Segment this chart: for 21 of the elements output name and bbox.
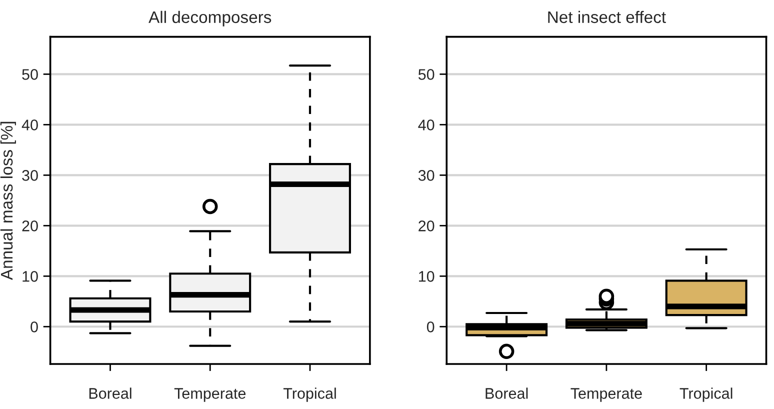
x-tick-label: Temperate	[174, 388, 246, 402]
y-tick-label: 40	[22, 120, 38, 130]
y-tick-label: 30	[22, 170, 38, 181]
y-tick-label: 0	[426, 322, 434, 332]
x-tick-label: Tropical	[283, 388, 336, 402]
chart-title: All decomposers	[148, 10, 272, 26]
y-tick-label: 0	[30, 322, 38, 332]
x-tick-label: Boreal	[89, 388, 132, 399]
x-tick-label: Tropical	[680, 388, 732, 402]
y-tick-label: 10	[22, 271, 38, 282]
y-tick-label: 50	[418, 69, 434, 80]
y-tick-label: 40	[418, 120, 434, 130]
y-tick-label: 20	[418, 220, 434, 232]
x-tick-label: Boreal	[486, 388, 528, 399]
y-tick-label: 50	[22, 69, 38, 80]
y-axis-title: Annual mass loss [%]	[0, 122, 16, 280]
y-tick-label: 20	[22, 220, 38, 232]
y-tick-label: 30	[418, 170, 434, 181]
x-tick-label: Temperate	[570, 388, 642, 402]
y-tick-label: 10	[419, 271, 434, 282]
chart-title: Net insect effect	[548, 10, 666, 24]
